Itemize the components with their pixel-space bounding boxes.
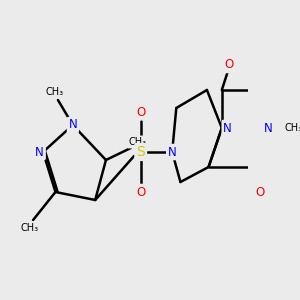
Text: N: N — [168, 146, 176, 158]
Text: O: O — [255, 185, 265, 199]
Text: O: O — [136, 106, 145, 118]
Text: N: N — [35, 146, 44, 158]
Text: N: N — [264, 122, 273, 134]
Text: S: S — [136, 145, 145, 159]
Text: N: N — [223, 122, 232, 134]
Text: N: N — [68, 118, 77, 131]
Text: CH₃: CH₃ — [46, 87, 64, 97]
Text: CH₃: CH₃ — [128, 137, 146, 147]
Text: CH₃: CH₃ — [285, 123, 300, 133]
Text: O: O — [225, 58, 234, 71]
Text: CH₃: CH₃ — [21, 223, 39, 233]
Text: O: O — [136, 185, 145, 199]
